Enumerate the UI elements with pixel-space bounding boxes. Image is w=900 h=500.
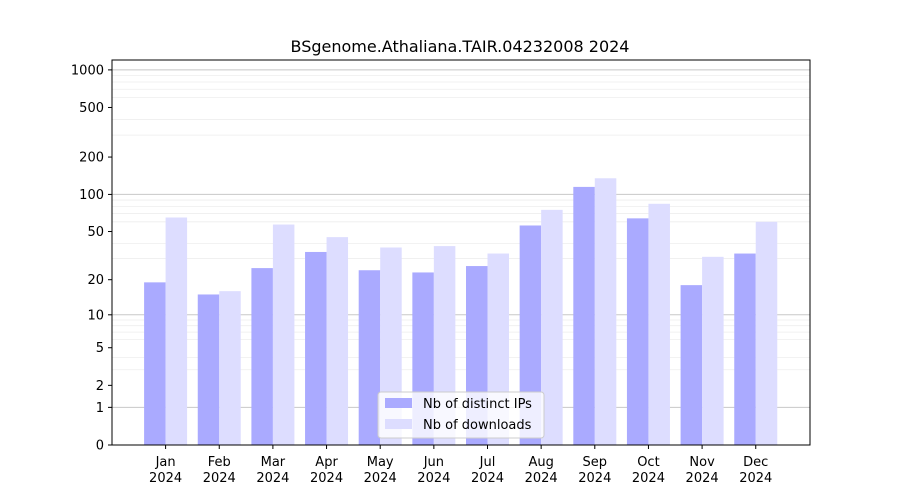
legend-label-distinct-ips: Nb of distinct IPs (423, 397, 532, 412)
x-tick-label: Aug (528, 455, 553, 470)
x-tick-label: Nov (689, 455, 715, 470)
bar-downloads (702, 256, 724, 445)
x-tick-label: Oct (637, 455, 659, 470)
plot-frame (111, 59, 811, 446)
x-tick-label: Jul (479, 455, 496, 470)
y-tick-label: 10 (87, 308, 104, 323)
y-tick-label: 1000 (71, 63, 104, 78)
bar-downloads (165, 217, 188, 445)
x-tick-label: Mar (261, 455, 286, 470)
bar-distinct-ips (734, 253, 756, 445)
x-tick-label: Apr (315, 455, 338, 470)
chart-title: BSgenome.Athaliana.TAIR.04232008 2024 (291, 37, 630, 56)
bar-downloads (541, 209, 563, 445)
legend-swatch-downloads (385, 419, 412, 429)
legend: Nb of distinct IPs Nb of downloads (377, 391, 545, 439)
x-tick-label: Dec (743, 455, 768, 470)
x-tick-label: Jan (155, 455, 176, 470)
bar-downloads (755, 221, 778, 445)
legend-label-downloads: Nb of downloads (423, 418, 532, 433)
legend-box (377, 391, 545, 439)
bar-distinct-ips (519, 225, 542, 445)
bar-distinct-ips (626, 218, 649, 445)
x-tick-label: May (367, 455, 394, 470)
bar-distinct-ips (573, 186, 595, 445)
bar-downloads (326, 237, 349, 445)
y-tick-label: 20 (87, 273, 104, 288)
y-tick-label: 1 (96, 401, 104, 416)
bar-distinct-ips (144, 282, 166, 445)
bar-distinct-ips (305, 251, 327, 445)
x-tick-label: 2024 (364, 471, 397, 486)
y-tick-label: 0 (96, 439, 104, 454)
bar-distinct-ips (680, 285, 703, 445)
bar-downloads (594, 178, 617, 445)
bar-distinct-ips (358, 270, 381, 445)
bar-downloads (219, 291, 241, 445)
x-tick-label: 2024 (686, 471, 719, 486)
x-tick-label: 2024 (417, 471, 450, 486)
bar-downloads (272, 224, 295, 445)
x-axis: Jan2024Feb2024Mar2024Apr2024May2024Jun20… (149, 445, 772, 486)
y-tick-label: 200 (79, 151, 104, 166)
y-axis: 0 1 2 5 10 20 50 100 200 500 1000 (71, 63, 112, 454)
bar-distinct-ips (197, 294, 220, 445)
x-tick-label: Sep (583, 455, 608, 470)
bar-distinct-ips (251, 268, 273, 445)
y-tick-label: 5 (96, 341, 104, 356)
x-tick-label: 2024 (525, 471, 558, 486)
x-tick-label: Feb (208, 455, 231, 470)
x-tick-label: Jun (423, 455, 444, 470)
x-tick-label: 2024 (739, 471, 772, 486)
y-tick-label: 100 (79, 188, 104, 203)
x-tick-label: 2024 (149, 471, 182, 486)
x-tick-label: 2024 (310, 471, 343, 486)
x-tick-label: 2024 (203, 471, 236, 486)
x-tick-label: 2024 (578, 471, 611, 486)
bar-downloads (648, 203, 670, 445)
y-tick-label: 500 (79, 101, 104, 116)
x-tick-label: 2024 (632, 471, 665, 486)
y-tick-label: 2 (96, 379, 104, 394)
x-tick-label: 2024 (256, 471, 289, 486)
x-tick-label: 2024 (471, 471, 504, 486)
legend-swatch-distinct-ips (385, 398, 412, 408)
y-tick-label: 50 (87, 225, 104, 240)
